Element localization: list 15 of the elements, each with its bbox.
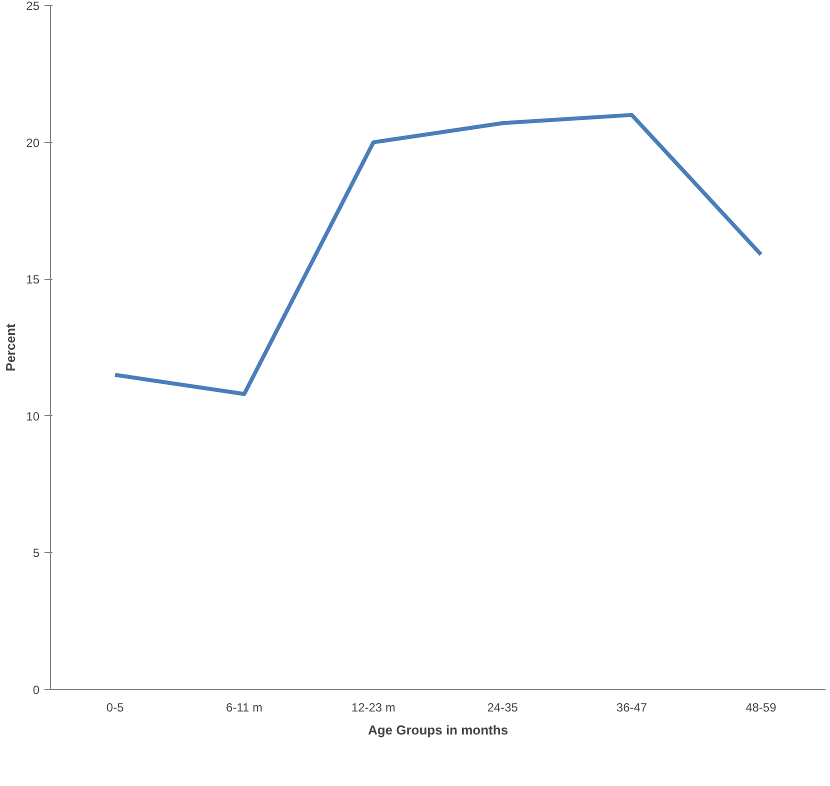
y-axis-title: Percent — [3, 322, 18, 372]
y-tick-label: 5 — [32, 546, 40, 560]
line-series — [113, 112, 763, 396]
y-tick-label: 15 — [26, 272, 40, 287]
y-tick-label: 0 — [32, 683, 40, 697]
x-tick-label: 48-59 — [746, 700, 777, 714]
y-tick-label: 20 — [26, 136, 40, 150]
x-tick-label: 24-35 — [487, 700, 518, 714]
x-tick-label: 0-5 — [106, 700, 124, 714]
x-tick-label: 6-11 m — [226, 700, 262, 714]
x-tick-label: 36-47 — [616, 700, 648, 714]
x-axis-title: Age Groups in months — [368, 722, 508, 738]
x-tick-label: 12-23 m — [351, 700, 396, 714]
y-tick-label: 10 — [26, 409, 40, 424]
y-tick-label: 25 — [26, 0, 40, 13]
